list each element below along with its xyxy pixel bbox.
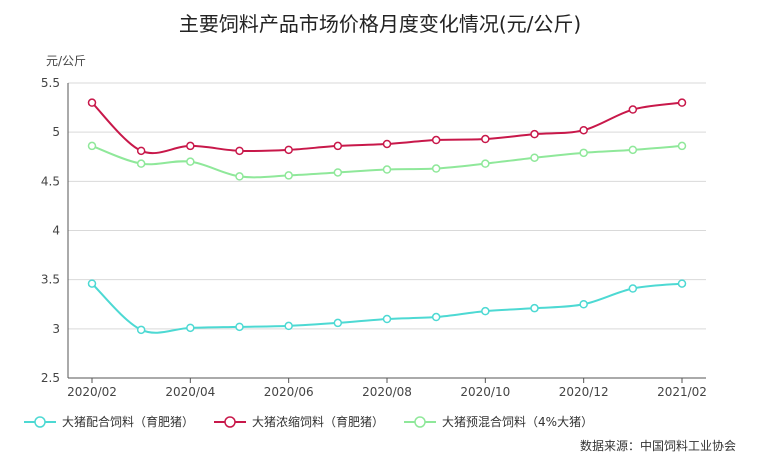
- data-point: [579, 300, 588, 309]
- data-point: [382, 165, 392, 174]
- data-point: [579, 125, 588, 135]
- legend-label: 大猪浓缩饲料（育肥猪）: [252, 415, 385, 429]
- data-point: [186, 323, 195, 333]
- data-point: [136, 325, 146, 335]
- data-point: [431, 312, 441, 322]
- y-axis-unit-label: 元/公斤: [46, 54, 87, 68]
- data-point: [87, 98, 97, 107]
- data-point: [530, 153, 539, 162]
- y-tick-label: 3.5: [41, 273, 60, 287]
- data-point: [677, 98, 687, 107]
- data-point: [136, 146, 146, 156]
- data-point: [87, 279, 97, 288]
- x-tick-label: 2020/04: [165, 385, 215, 399]
- legend: 大猪配合饲料（育肥猪） 大猪浓缩饲料（育肥猪） 大猪预混合饲料（4%大猪）: [22, 413, 593, 430]
- data-point: [87, 141, 97, 151]
- legend-item-1[interactable]: 大猪配合饲料（育肥猪）: [22, 413, 194, 430]
- y-tick-label: 4: [52, 224, 60, 238]
- data-point: [382, 314, 392, 324]
- axes: 2.5 3 3.5 4 4.5 5 5.5 2020/02 2020/04 2020/06 2020…: [41, 76, 707, 399]
- data-point: [431, 164, 441, 173]
- data-point: [431, 135, 441, 145]
- x-tick-label: 2020/02: [67, 385, 117, 399]
- data-point: [579, 148, 588, 158]
- legend-item-3[interactable]: 大猪预混合饲料（4%大猪）: [402, 413, 593, 430]
- y-tick-label: 3: [52, 322, 60, 336]
- series-lines: [91, 101, 683, 334]
- data-point: [186, 157, 195, 166]
- data-point: [628, 284, 638, 293]
- data-point: [235, 146, 244, 156]
- data-point: [333, 141, 343, 151]
- data-source-note: 数据来源：中国饲料工业协会: [579, 439, 736, 453]
- y-tick-label: 4.5: [41, 174, 60, 188]
- data-point: [481, 159, 490, 168]
- x-tick-label: 2020/06: [264, 385, 314, 399]
- chart-title: 主要饲料产品市场价格月度变化情况(元/公斤): [178, 12, 582, 36]
- legend-label: 大猪预混合饲料（4%大猪）: [442, 415, 594, 429]
- data-point: [382, 139, 392, 149]
- data-point: [235, 322, 244, 332]
- data-point: [628, 105, 638, 114]
- legend-marker-icon: [24, 415, 56, 428]
- data-point: [677, 141, 687, 151]
- data-points: [87, 98, 687, 335]
- data-point: [481, 306, 490, 316]
- y-tick-label: 5.5: [41, 76, 60, 90]
- data-point: [235, 172, 244, 181]
- legend-marker-icon: [214, 415, 247, 428]
- grid-lines: [68, 82, 706, 330]
- data-point: [284, 171, 293, 180]
- legend-item-2[interactable]: 大猪浓缩饲料（育肥猪）: [212, 413, 384, 430]
- legend-marker-icon: [404, 415, 437, 428]
- data-point: [677, 279, 687, 288]
- x-tick-label: 2020/12: [559, 385, 609, 399]
- data-point: [481, 134, 490, 144]
- data-point: [530, 303, 539, 313]
- x-tick-label: 2020/08: [362, 385, 412, 399]
- data-point: [530, 129, 539, 139]
- series-line-1: [91, 282, 683, 334]
- data-point: [333, 168, 343, 177]
- data-point: [628, 145, 638, 155]
- data-point: [284, 321, 293, 331]
- data-point: [333, 318, 343, 328]
- y-tick-label: 5: [52, 125, 60, 139]
- data-point: [284, 145, 293, 155]
- x-tick-label: 2021/02: [657, 385, 707, 399]
- legend-label: 大猪配合饲料（育肥猪）: [62, 415, 195, 429]
- data-point: [186, 141, 195, 151]
- x-tick-label: 2020/10: [460, 385, 510, 399]
- y-tick-label: 2.5: [41, 371, 60, 385]
- data-point: [136, 159, 146, 168]
